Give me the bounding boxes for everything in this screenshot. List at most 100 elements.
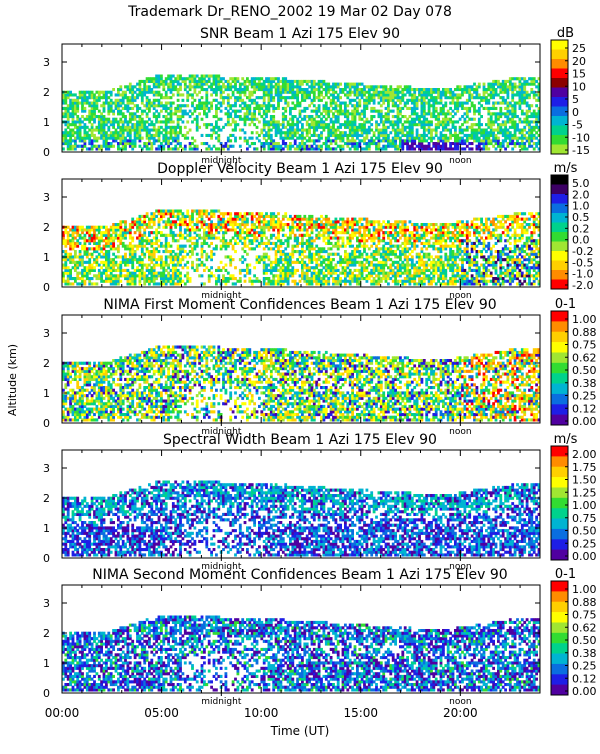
data-cell	[480, 123, 483, 126]
data-cell	[268, 126, 271, 129]
data-cell	[248, 234, 251, 237]
data-cell	[141, 123, 144, 126]
data-cell	[174, 131, 177, 134]
data-cell	[456, 110, 459, 113]
data-cell	[468, 118, 471, 121]
data-cell	[170, 253, 173, 256]
data-cell	[421, 93, 424, 96]
data-cell	[158, 80, 161, 83]
data-cell	[265, 91, 268, 94]
data-cell	[523, 134, 526, 137]
data-cell	[217, 210, 220, 213]
data-cell	[483, 107, 486, 110]
data-cell	[179, 126, 182, 129]
data-cell	[421, 110, 424, 113]
data-cell	[485, 91, 488, 94]
data-cell	[131, 277, 134, 280]
data-cell	[196, 223, 199, 226]
data-cell	[325, 142, 328, 145]
data-cell	[280, 93, 283, 96]
data-cell	[428, 91, 431, 94]
data-cell	[344, 104, 347, 107]
data-cell	[511, 115, 514, 118]
data-cell	[294, 218, 297, 221]
data-cell	[167, 139, 170, 142]
data-cell	[208, 245, 211, 248]
data-cell	[363, 123, 366, 126]
data-cell	[205, 237, 208, 240]
data-cell	[432, 102, 435, 105]
data-cell	[84, 253, 87, 256]
data-cell	[473, 88, 476, 91]
data-cell	[179, 261, 182, 264]
data-cell	[356, 91, 359, 94]
data-cell	[165, 242, 168, 245]
data-cell	[210, 228, 213, 231]
data-cell	[189, 220, 192, 223]
data-cell	[378, 96, 381, 99]
data-cell	[256, 85, 259, 88]
data-cell	[246, 231, 249, 234]
data-cell	[220, 88, 223, 91]
data-cell	[361, 88, 364, 91]
data-cell	[129, 102, 132, 105]
data-cell	[198, 80, 201, 83]
data-cell	[325, 110, 328, 113]
data-cell	[248, 118, 251, 121]
data-cell	[196, 253, 199, 256]
data-cell	[277, 277, 280, 280]
data-cell	[296, 228, 299, 231]
data-cell	[201, 107, 204, 110]
data-cell	[265, 269, 268, 272]
data-cell	[260, 88, 263, 91]
data-cell	[165, 110, 168, 113]
data-cell	[456, 139, 459, 142]
data-cell	[96, 147, 99, 150]
data-cell	[153, 231, 156, 234]
data-cell	[370, 118, 373, 121]
data-cell	[143, 228, 146, 231]
data-cell	[251, 228, 254, 231]
data-cell	[182, 212, 185, 215]
data-cell	[220, 245, 223, 248]
data-cell	[378, 139, 381, 142]
data-cell	[423, 110, 426, 113]
data-cell	[217, 274, 220, 277]
data-cell	[514, 123, 517, 126]
data-cell	[201, 237, 204, 240]
data-cell	[511, 99, 514, 102]
data-cell	[466, 85, 469, 88]
data-cell	[511, 126, 514, 129]
data-cell	[432, 99, 435, 102]
data-cell	[299, 134, 302, 137]
data-cell	[177, 120, 180, 123]
data-cell	[194, 91, 197, 94]
data-cell	[100, 255, 103, 258]
data-cell	[146, 266, 149, 269]
data-cell	[277, 264, 280, 267]
data-cell	[158, 223, 161, 226]
data-cell	[110, 134, 113, 137]
data-cell	[495, 142, 498, 145]
data-cell	[507, 137, 510, 140]
data-cell	[389, 123, 392, 126]
data-cell	[442, 104, 445, 107]
data-cell	[237, 226, 240, 229]
data-cell	[444, 93, 447, 96]
data-cell	[502, 120, 505, 123]
data-cell	[449, 93, 452, 96]
data-cell	[124, 253, 127, 256]
data-cell	[67, 239, 70, 242]
data-cell	[325, 93, 328, 96]
data-cell	[174, 264, 177, 267]
data-cell	[253, 247, 256, 250]
data-cell	[107, 250, 110, 253]
data-cell	[535, 80, 538, 83]
data-cell	[177, 234, 180, 237]
data-cell	[280, 253, 283, 256]
data-cell	[215, 104, 218, 107]
data-cell	[81, 277, 84, 280]
data-cell	[442, 145, 445, 148]
data-cell	[442, 134, 445, 137]
data-cell	[172, 261, 175, 264]
